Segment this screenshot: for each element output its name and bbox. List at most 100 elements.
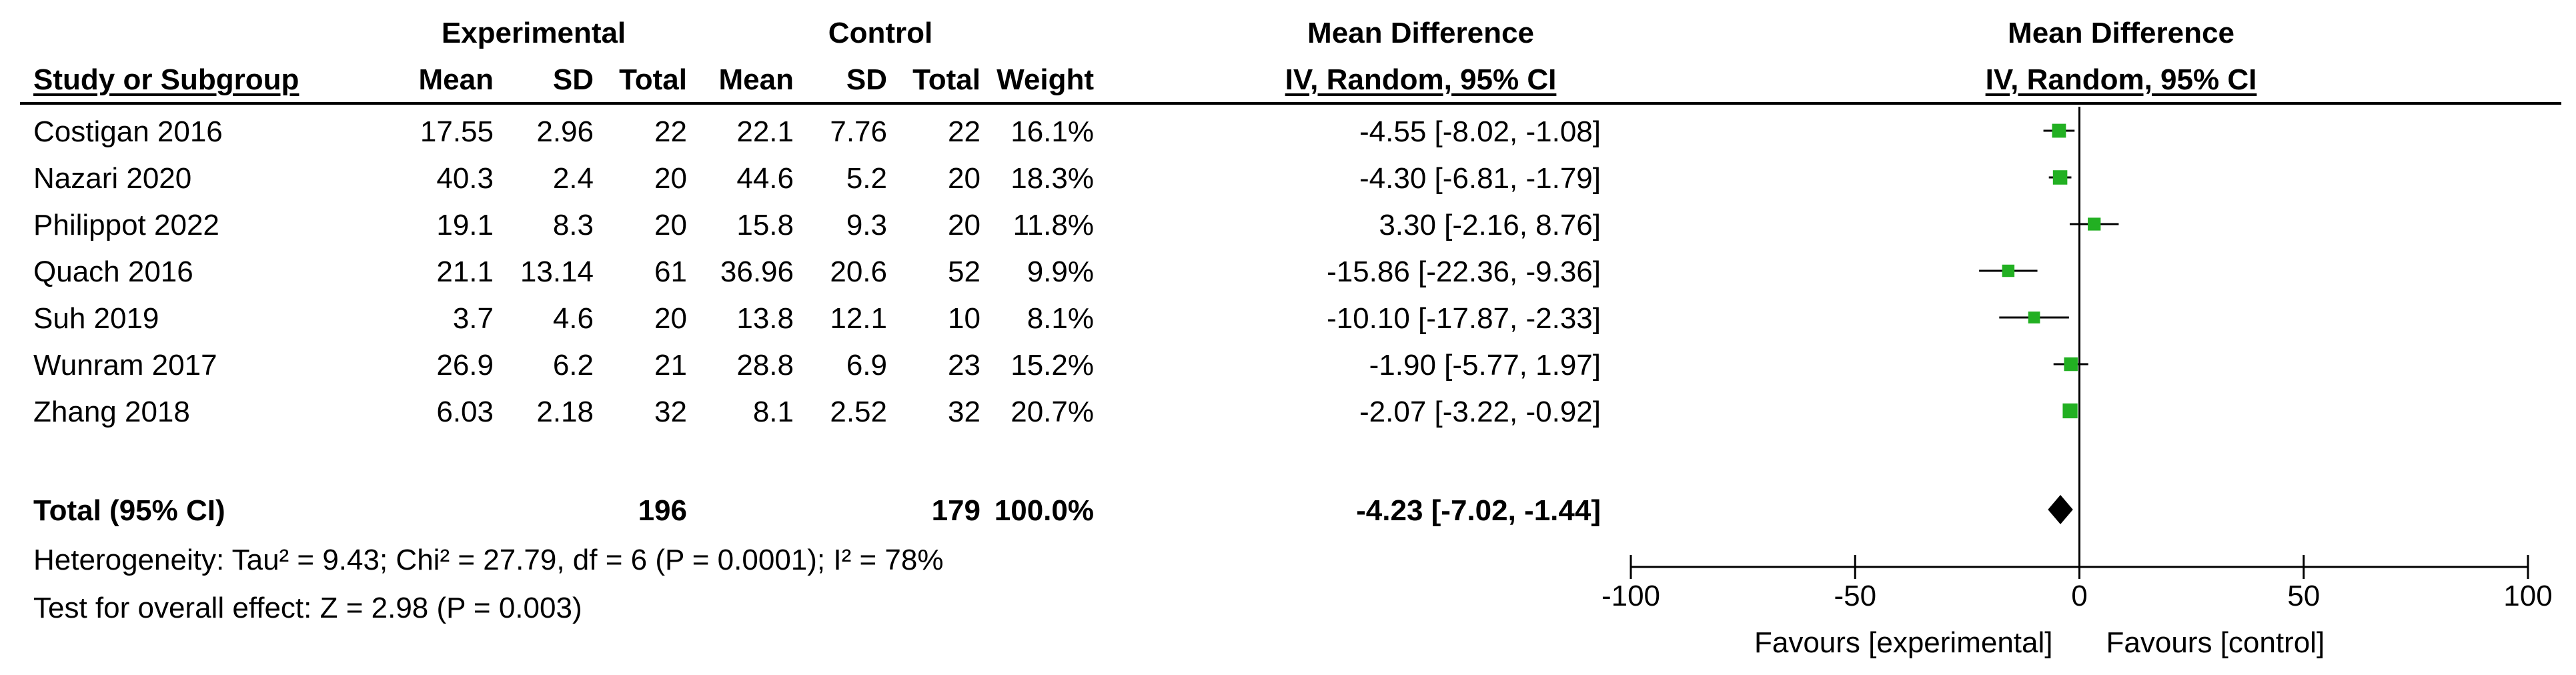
exp-total: 20 [654, 162, 687, 195]
study-name: Quach 2016 [33, 255, 193, 288]
study-name: Zhang 2018 [33, 396, 190, 428]
overall-effect-text: Test for overall effect: Z = 2.98 (P = 0… [33, 592, 582, 624]
ci-text: -4.55 [-8.02, -1.08] [1359, 115, 1601, 148]
exp-mean: 19.1 [436, 209, 494, 241]
favours-experimental-label: Favours [experimental] [1754, 626, 2053, 659]
group-control: Control [828, 17, 933, 49]
col-ctl-total: Total [912, 63, 981, 96]
favours-control-label: Favours [control] [2106, 626, 2325, 659]
header-divider [20, 102, 2561, 105]
ctl-total: 52 [948, 255, 981, 288]
col-exp-mean: Mean [418, 63, 494, 96]
ctl-total: 20 [948, 209, 981, 241]
ci-text: -4.30 [-6.81, -1.79] [1359, 162, 1601, 195]
study-name: Philippot 2022 [33, 209, 219, 241]
x-tick-label: 100 [2503, 580, 2552, 612]
ci-text: -2.07 [-3.22, -0.92] [1359, 396, 1601, 428]
group-experimental: Experimental [441, 17, 626, 49]
ci-text: -10.10 [-17.87, -2.33] [1327, 302, 1601, 335]
x-tick-label: 50 [2287, 580, 2320, 612]
ctl-total: 32 [948, 396, 981, 428]
ctl-mean: 15.8 [736, 209, 794, 241]
exp-mean: 17.55 [420, 115, 494, 148]
ctl-mean: 44.6 [736, 162, 794, 195]
ctl-mean: 13.8 [736, 302, 794, 335]
col-ctl-mean: Mean [718, 63, 794, 96]
ctl-sd: 2.52 [830, 396, 887, 428]
exp-sd: 2.18 [536, 396, 594, 428]
exp-mean: 26.9 [436, 349, 494, 382]
ctl-total: 20 [948, 162, 981, 195]
ctl-mean: 28.8 [736, 349, 794, 382]
exp-mean: 3.7 [452, 302, 494, 335]
ctl-sd: 5.2 [846, 162, 887, 195]
ctl-sd: 9.3 [846, 209, 887, 241]
effect-marker [2052, 170, 2068, 185]
effect-marker [2062, 403, 2078, 419]
ctl-total: 23 [948, 349, 981, 382]
exp-mean: 21.1 [436, 255, 494, 288]
exp-total: 61 [654, 255, 687, 288]
total-ci-text: -4.23 [-7.02, -1.44] [1356, 494, 1601, 527]
exp-total: 20 [654, 302, 687, 335]
exp-sd: 13.14 [520, 255, 594, 288]
total-weight: 100.0% [994, 494, 1094, 527]
x-tick-label: -50 [1834, 580, 1876, 612]
effect-marker [2028, 311, 2040, 323]
study-name: Suh 2019 [33, 302, 159, 335]
effect-marker [2088, 217, 2101, 231]
exp-sd: 8.3 [552, 209, 594, 241]
col-ctl-sd: SD [846, 63, 887, 96]
weight: 20.7% [1011, 396, 1094, 428]
effect-marker [2002, 264, 2015, 277]
weight: 11.8% [1013, 209, 1095, 241]
exp-sd: 2.4 [552, 162, 594, 195]
ctl-sd: 20.6 [830, 255, 887, 288]
exp-sd: 2.96 [536, 115, 594, 148]
ctl-total: 22 [948, 115, 981, 148]
exp-mean: 6.03 [436, 396, 494, 428]
plot-subtitle: IV, Random, 95% CI [1985, 63, 2257, 96]
weight: 8.1% [1027, 302, 1094, 335]
x-tick-label: -100 [1601, 580, 1660, 612]
exp-total: 32 [654, 396, 687, 428]
weight: 18.3% [1011, 162, 1094, 195]
col-weight: Weight [997, 63, 1094, 96]
group-mean-difference-table: Mean Difference [1307, 17, 1534, 49]
study-name: Wunram 2017 [33, 349, 217, 382]
ctl-mean: 22.1 [736, 115, 794, 148]
exp-mean: 40.3 [436, 162, 494, 195]
exp-sd: 4.6 [552, 302, 594, 335]
ctl-sd: 7.76 [830, 115, 887, 148]
weight: 15.2% [1011, 349, 1094, 382]
ci-text: -15.86 [-22.36, -9.36] [1327, 255, 1601, 288]
effect-marker [2064, 357, 2078, 372]
col-ci: IV, Random, 95% CI [1285, 63, 1557, 96]
effect-marker [2052, 123, 2066, 138]
col-exp-total: Total [619, 63, 687, 96]
ctl-mean: 8.1 [752, 396, 794, 428]
pooled-diamond [2048, 495, 2073, 524]
total-label: Total (95% CI) [33, 494, 225, 527]
ci-text: -1.90 [-5.77, 1.97] [1369, 349, 1601, 382]
ci-text: 3.30 [-2.16, 8.76] [1379, 209, 1601, 241]
ctl-sd: 6.9 [846, 349, 887, 382]
ctl-total: 10 [948, 302, 981, 335]
exp-total: 21 [654, 349, 687, 382]
exp-total: 20 [654, 209, 687, 241]
total-ctl-total: 179 [931, 494, 981, 527]
study-name: Costigan 2016 [33, 115, 223, 148]
ctl-sd: 12.1 [830, 302, 887, 335]
ctl-mean: 36.96 [720, 255, 794, 288]
group-mean-difference-plot: Mean Difference [2008, 17, 2234, 49]
exp-sd: 6.2 [552, 349, 594, 382]
study-name: Nazari 2020 [33, 162, 192, 195]
col-exp-sd: SD [552, 63, 594, 96]
weight: 9.9% [1027, 255, 1094, 288]
total-exp-total: 196 [638, 494, 687, 527]
exp-total: 22 [654, 115, 687, 148]
col-study: Study or Subgroup [33, 63, 299, 96]
x-tick-label: 0 [2071, 580, 2087, 612]
weight: 16.1% [1011, 115, 1094, 148]
